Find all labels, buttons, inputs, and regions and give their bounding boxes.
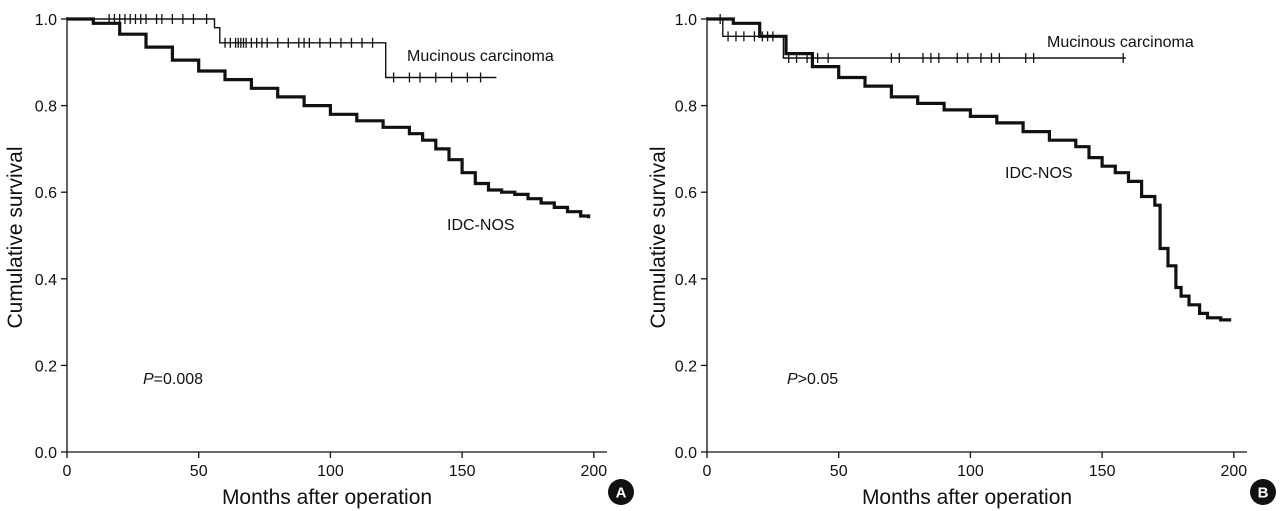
y-tick-label: 0.2 bbox=[675, 358, 697, 375]
y-tick-label: 0.0 bbox=[675, 445, 697, 462]
p-value-symbol: P bbox=[143, 371, 154, 388]
p-value-number: =0.008 bbox=[154, 371, 203, 388]
x-axis-title: Months after operation bbox=[222, 486, 432, 509]
panel-badge bbox=[608, 479, 634, 505]
y-axis-title: Cumulative survival bbox=[647, 146, 670, 328]
y-tick-label: 0.8 bbox=[675, 99, 697, 116]
x-tick-label: 0 bbox=[703, 463, 712, 480]
series-line-idc-nos bbox=[707, 17, 1232, 322]
y-tick-label: 1.0 bbox=[675, 12, 697, 29]
x-tick-label: 200 bbox=[1220, 463, 1247, 480]
y-tick-label: 0.2 bbox=[35, 358, 57, 375]
y-tick-label: 0.0 bbox=[35, 445, 57, 462]
x-tick-label: 50 bbox=[190, 463, 208, 480]
series-label-mucinous: Mucinous carcinoma bbox=[407, 48, 554, 65]
panel-b: 0 50 100 150 200 0.0 0.2 0.4 0.6 0.8 1.0 Months aft… bbox=[643, 0, 1286, 511]
series-label-idc-nos: IDC-NOS bbox=[447, 217, 515, 234]
x-tick-label: 0 bbox=[63, 463, 72, 480]
series-line-idc-nos bbox=[67, 17, 591, 219]
p-value-number: >0.05 bbox=[798, 371, 839, 388]
x-tick-label: 100 bbox=[957, 463, 984, 480]
panel-badge-label: A bbox=[616, 485, 627, 502]
series-label-idc-nos: IDC-NOS bbox=[1005, 165, 1073, 182]
p-value-annotation: P=0.008 bbox=[143, 371, 203, 388]
x-tick-label: 150 bbox=[449, 463, 476, 480]
x-axis-title: Months after operation bbox=[862, 486, 1072, 509]
x-tick-label: 150 bbox=[1089, 463, 1116, 480]
x-tick-label: 200 bbox=[580, 463, 607, 480]
y-tick-label: 0.6 bbox=[675, 185, 697, 202]
y-tick-label: 0.4 bbox=[675, 272, 697, 289]
p-value-symbol: P bbox=[787, 371, 798, 388]
series-label-mucinous: Mucinous carcinoma bbox=[1047, 34, 1194, 51]
km-chart-a: 0 50 100 150 200 0.0 0.2 0.4 0.6 0.8 1.0 Months aft… bbox=[4, 12, 634, 509]
y-tick-label: 0.4 bbox=[35, 272, 57, 289]
y-tick-label: 0.8 bbox=[35, 99, 57, 116]
series-line-mucinous bbox=[67, 18, 497, 79]
panel-a: 0 50 100 150 200 0.0 0.2 0.4 0.6 0.8 1.0 Months aft… bbox=[4, 12, 634, 509]
panel-badge bbox=[1250, 479, 1276, 505]
panel-badge-label: B bbox=[1258, 485, 1269, 502]
x-tick-label: 100 bbox=[317, 463, 344, 480]
y-axis-title: Cumulative survival bbox=[4, 146, 27, 328]
km-chart-b: 0 50 100 150 200 0.0 0.2 0.4 0.6 0.8 1.0 Months aft… bbox=[647, 12, 1276, 509]
x-tick-label: 50 bbox=[830, 463, 848, 480]
p-value-annotation: P>0.05 bbox=[787, 371, 838, 388]
y-tick-label: 1.0 bbox=[35, 12, 57, 29]
y-tick-label: 0.6 bbox=[35, 185, 57, 202]
